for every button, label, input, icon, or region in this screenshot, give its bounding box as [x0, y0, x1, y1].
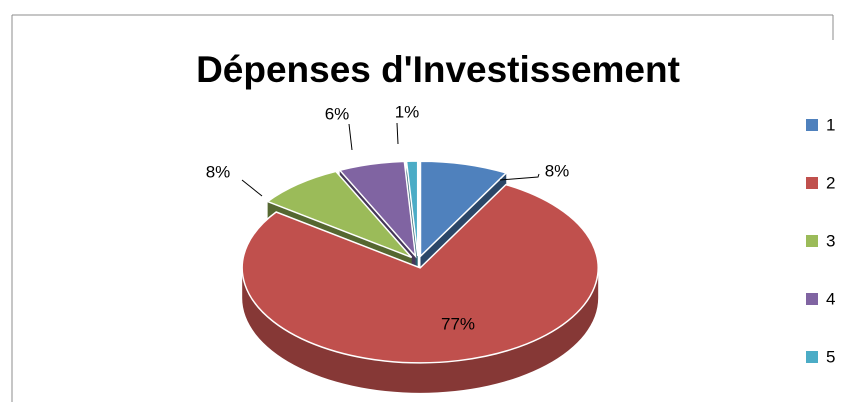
- legend-label: 3: [826, 231, 835, 250]
- leader-line: [499, 173, 540, 181]
- data-label: 8%: [545, 161, 570, 180]
- slice-top: [338, 160, 417, 259]
- slice-top: [266, 170, 413, 259]
- legend-swatch: [806, 119, 818, 131]
- legend-swatch: [806, 351, 818, 363]
- leader-line: [241, 179, 263, 197]
- slice-wall: [242, 267, 599, 393]
- data-label: 8%: [206, 162, 231, 181]
- data-label: 77%: [441, 314, 475, 333]
- leader-line: [396, 122, 399, 145]
- leader-line: [348, 123, 353, 151]
- pie-slice: [241, 183, 599, 393]
- legend-label: 5: [826, 347, 835, 366]
- legend-swatch: [806, 235, 818, 247]
- legend-label: 4: [826, 289, 835, 308]
- legend-swatch: [806, 293, 818, 305]
- slice-top: [419, 160, 508, 258]
- chart-title: Dépenses d'Investissement: [196, 49, 680, 90]
- legend-label: 2: [826, 173, 835, 192]
- legend-label: 1: [826, 115, 835, 134]
- slice-top: [405, 160, 419, 257]
- data-label: 1%: [395, 102, 420, 121]
- data-label: 6%: [325, 104, 350, 123]
- legend-swatch: [806, 177, 818, 189]
- slice-top: [241, 183, 599, 364]
